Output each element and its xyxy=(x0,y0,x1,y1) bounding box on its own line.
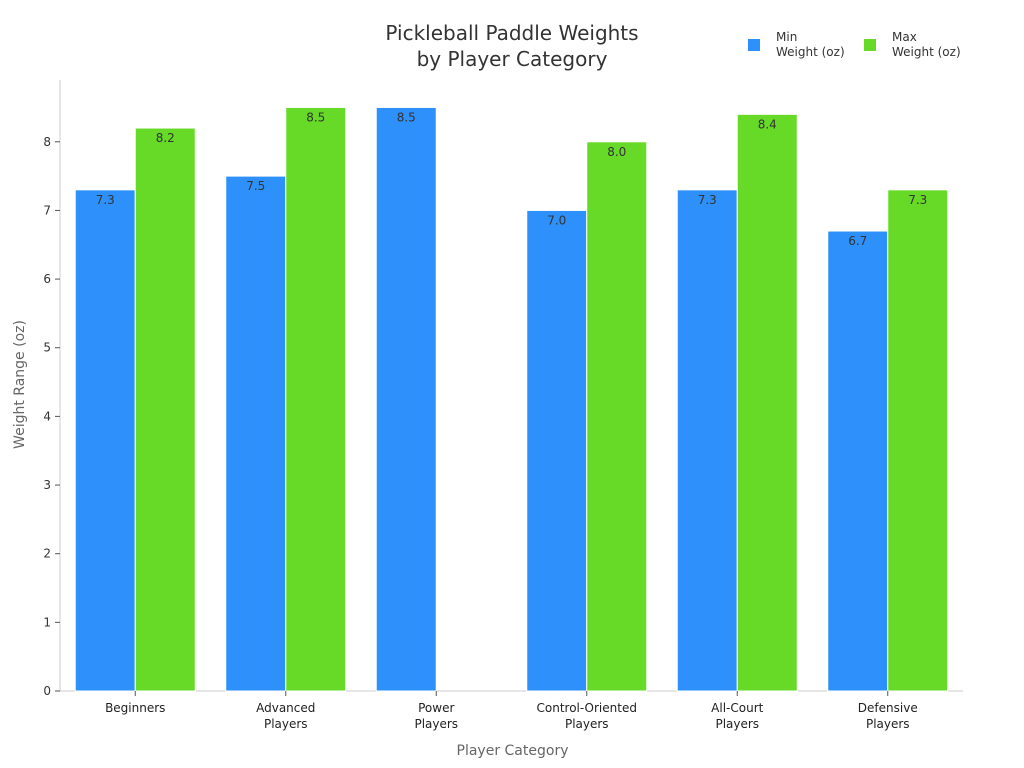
legend-item-min: Min Weight (oz) xyxy=(748,30,858,64)
data-label: 8.4 xyxy=(758,117,777,131)
chart-title-line-2: by Player Category xyxy=(416,47,608,71)
bar xyxy=(375,106,437,692)
y-tick-label: 6 xyxy=(43,272,51,286)
data-label: 8.5 xyxy=(306,110,325,124)
y-tick-label: 2 xyxy=(43,547,51,561)
data-label: 7.5 xyxy=(246,179,265,193)
bar xyxy=(827,230,889,692)
bar xyxy=(285,106,347,692)
bar xyxy=(676,189,738,692)
chart-title-line-1: Pickleball Paddle Weights xyxy=(385,21,639,45)
y-tick-label: 7 xyxy=(43,203,51,217)
x-tick-label: Power xyxy=(418,701,454,715)
data-label: 7.0 xyxy=(547,213,566,227)
legend-label-min: Min Weight (oz) xyxy=(776,30,845,59)
data-label: 7.3 xyxy=(96,193,115,207)
x-tick-label: Players xyxy=(866,717,910,731)
x-tick-label: All-Court xyxy=(711,701,763,715)
x-tick-label: Players xyxy=(264,717,308,731)
x-tick-label: Advanced xyxy=(256,701,315,715)
legend-label-max: Max Weight (oz) xyxy=(892,30,961,59)
legend: Min Weight (oz) Max Weight (oz) xyxy=(748,30,1008,66)
y-tick-label: 3 xyxy=(43,478,51,492)
x-tick-label: Players xyxy=(715,717,759,731)
bar xyxy=(526,209,588,692)
x-tick-label: Defensive xyxy=(858,701,918,715)
x-tick-label: Control-Oriented xyxy=(537,701,637,715)
y-tick-label: 4 xyxy=(43,409,51,423)
bar xyxy=(736,113,798,692)
bar xyxy=(225,175,287,692)
data-label: 8.5 xyxy=(397,110,416,124)
bar xyxy=(74,189,136,692)
x-axis-title: Player Category xyxy=(457,743,569,759)
y-axis-title: Weight Range (oz) xyxy=(12,320,28,449)
x-tick-label: Beginners xyxy=(105,701,165,715)
x-tick-label: Players xyxy=(414,717,458,731)
x-tick-label: Players xyxy=(565,717,609,731)
chart-title: Pickleball Paddle Weights by Player Cate… xyxy=(312,20,712,72)
bar xyxy=(887,189,949,692)
bar xyxy=(134,127,196,692)
data-label: 8.0 xyxy=(607,145,626,159)
bar xyxy=(586,141,648,692)
legend-swatch-min xyxy=(748,39,760,51)
data-label: 7.3 xyxy=(698,193,717,207)
data-label: 8.2 xyxy=(156,131,175,145)
y-tick-label: 5 xyxy=(43,341,51,355)
legend-item-max: Max Weight (oz) xyxy=(864,30,994,64)
data-label: 7.3 xyxy=(908,193,927,207)
y-tick-label: 0 xyxy=(43,684,51,698)
legend-swatch-max xyxy=(864,39,876,51)
y-tick-label: 8 xyxy=(43,135,51,149)
y-tick-label: 1 xyxy=(43,615,51,629)
data-label: 6.7 xyxy=(848,234,867,248)
